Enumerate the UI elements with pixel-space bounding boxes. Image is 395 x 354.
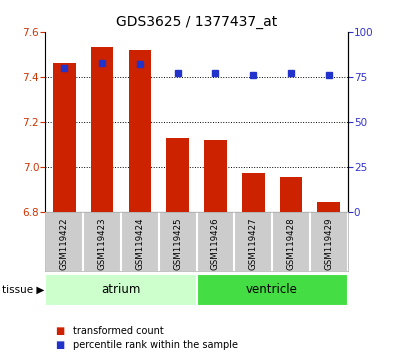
Bar: [204, 140, 227, 212]
Text: transformed count: transformed count: [73, 326, 164, 336]
Text: GSM119427: GSM119427: [249, 217, 258, 270]
Bar: [242, 173, 265, 212]
Text: GSM119429: GSM119429: [324, 217, 333, 270]
Text: atrium: atrium: [101, 284, 141, 296]
Text: GSM119425: GSM119425: [173, 217, 182, 270]
Bar: [318, 202, 340, 212]
Bar: [280, 177, 302, 212]
Bar: [91, 46, 113, 212]
Text: tissue ▶: tissue ▶: [2, 285, 44, 295]
Bar: [128, 50, 151, 212]
Bar: [53, 63, 76, 212]
Bar: [166, 138, 189, 212]
Text: GSM119424: GSM119424: [135, 217, 144, 270]
Text: GSM119422: GSM119422: [60, 217, 69, 270]
Text: ■: ■: [55, 340, 64, 350]
Title: GDS3625 / 1377437_at: GDS3625 / 1377437_at: [116, 16, 277, 29]
Text: GSM119423: GSM119423: [98, 217, 107, 270]
Bar: [197, 274, 348, 306]
Bar: [45, 274, 197, 306]
Text: GSM119426: GSM119426: [211, 217, 220, 270]
Text: percentile rank within the sample: percentile rank within the sample: [73, 340, 238, 350]
Text: ■: ■: [55, 326, 64, 336]
Text: ventricle: ventricle: [246, 284, 298, 296]
Text: GSM119428: GSM119428: [286, 217, 295, 270]
